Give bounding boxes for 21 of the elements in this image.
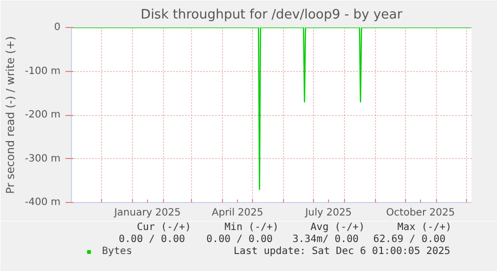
y-tick-label: -300 m <box>24 153 61 164</box>
y-tick-label: 0 <box>54 22 61 33</box>
text: Cur (-/+) <box>136 222 192 233</box>
chart-title: Disk throughput for /dev/loop9 - by year <box>140 8 403 22</box>
y-tick-label: -200 m <box>24 110 61 120</box>
x-tick-label: July 2025 <box>304 208 352 218</box>
legend-label: Bytes <box>102 246 132 257</box>
text: Max (-/+) <box>397 222 452 233</box>
y-axis-title: Pr second read (-) / write (+) <box>4 36 17 194</box>
text: 3.34m/ 0.00 <box>292 234 359 245</box>
text: 62.69 / 0.00 <box>373 234 446 245</box>
text: Avg (-/+) <box>310 222 365 233</box>
y-tick-label: -400 m <box>24 197 61 208</box>
text: Min (-/+) <box>224 222 279 233</box>
text: 0.00 / 0.00 <box>118 234 186 245</box>
x-tick-label: October 2025 <box>386 208 455 218</box>
text: 0.00 / 0.00 <box>206 234 273 245</box>
y-tick-label: -100 m <box>24 66 61 77</box>
text: Last update: Sat Dec 6 01:00:05 2025 <box>234 246 450 257</box>
x-tick-label: January 2025 <box>113 208 181 218</box>
x-tick-label: April 2025 <box>212 208 264 218</box>
